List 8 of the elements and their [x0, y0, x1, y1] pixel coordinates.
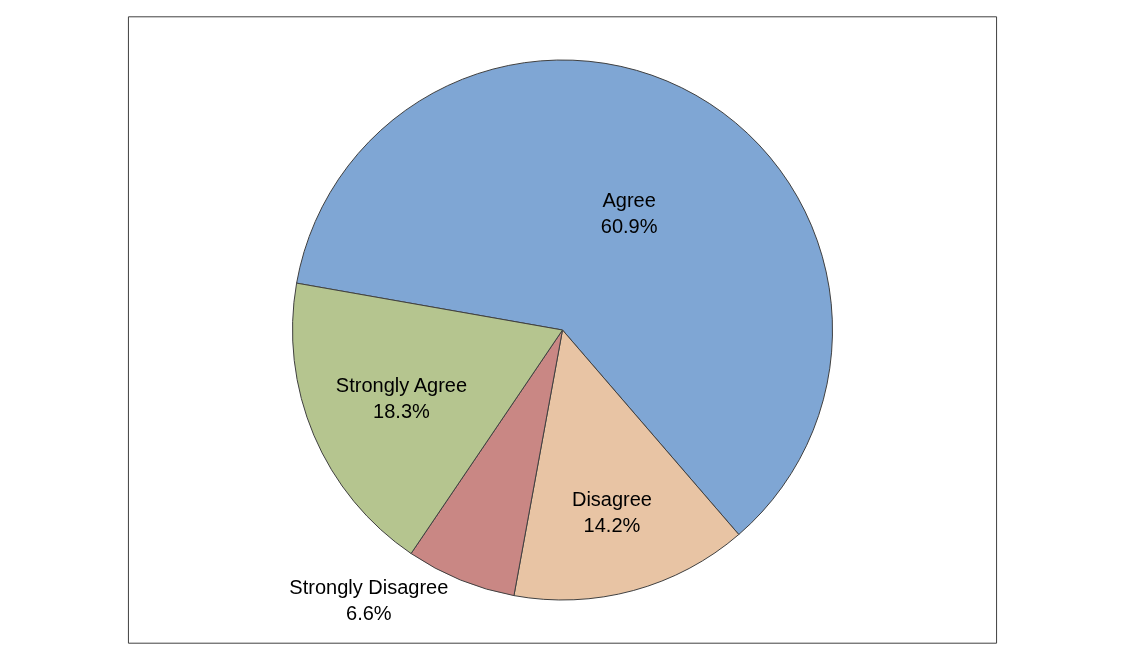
- slice-label: Strongly Disagree: [289, 576, 449, 599]
- data-label: 60.9%: [600, 214, 658, 237]
- data-label: 6.6%: [346, 602, 392, 625]
- slice-label: Agree: [602, 188, 656, 211]
- slice-label: Disagree: [571, 488, 652, 511]
- slice-label: Strongly Agree: [335, 374, 468, 397]
- data-label: 14.2%: [583, 514, 641, 537]
- data-label: 18.3%: [373, 400, 430, 423]
